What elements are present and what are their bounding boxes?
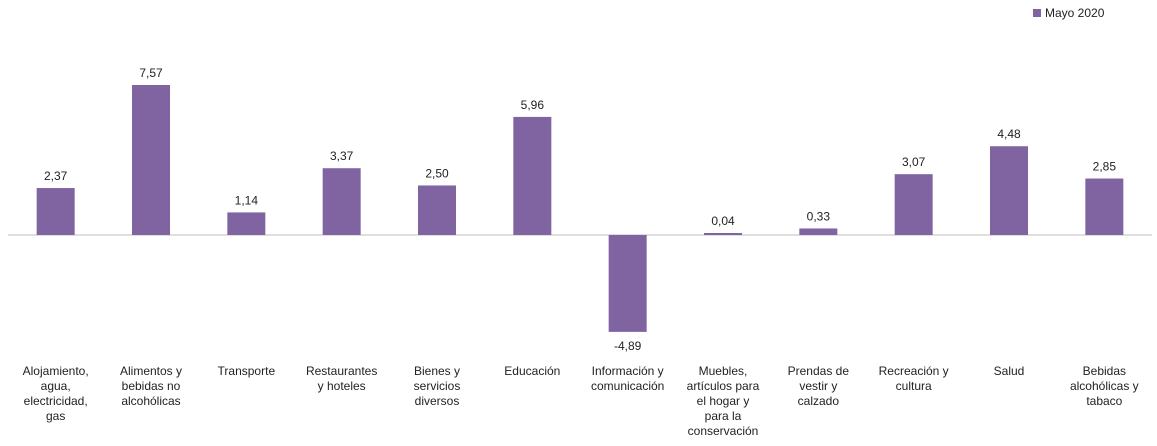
category-label: Recreación y [879,364,949,378]
category-label: Bienes y [414,364,460,378]
category-label: servicios [414,379,461,393]
category-label: calzado [798,394,840,408]
data-label: 0,33 [807,209,831,223]
bar [132,85,170,235]
category-label: conservación [688,424,759,438]
category-label: el hogar y [697,394,750,408]
category-label: comunicación [591,379,664,393]
category-label: Alojamiento, [23,364,89,378]
category-label: Información y [592,364,664,378]
data-label: 1,14 [235,193,259,207]
category-label: y hoteles [318,379,366,393]
category-label: bebidas no [122,379,181,393]
bar [322,168,361,235]
category-label: Bebidas [1083,364,1126,378]
legend-label: Mayo 2020 [1045,6,1105,20]
category-label: Transporte [218,364,276,378]
data-label: 3,37 [330,149,354,163]
bar [1085,178,1124,235]
category-label: alcohólicas y [1070,379,1139,393]
category-label: tabaco [1086,394,1122,408]
bar [608,235,647,332]
bar [36,188,75,235]
category-label: electricidad, [24,394,88,408]
data-label: -4,89 [614,339,642,353]
category-label: cultura [896,379,932,393]
bar [799,228,838,235]
bar [227,212,266,235]
category-label: vestir y [799,379,837,393]
data-label: 2,50 [425,166,449,180]
category-label: artículos para [687,379,760,393]
bar [990,146,1028,235]
bar [418,185,456,235]
data-label: 4,48 [997,127,1021,141]
data-label: 0,04 [711,214,735,228]
legend-swatch [1033,9,1041,17]
category-label: Educación [504,364,560,378]
category-label: diversos [415,394,460,408]
category-label: para la [705,409,742,423]
category-label: Salud [994,364,1025,378]
category-label: Restaurantes [306,364,377,378]
category-label: alcohólicas [121,394,180,408]
category-label: gas [46,409,65,423]
legend: Mayo 2020 [1033,6,1104,20]
data-label: 3,07 [902,155,926,169]
category-label: Prendas de [788,364,850,378]
category-label: Alimentos y [120,364,182,378]
data-label: 7,57 [139,66,163,80]
data-label: 5,96 [521,98,545,112]
category-label: Muebles, [699,364,748,378]
category-label: agua, [41,379,71,393]
bar [704,233,742,235]
bar [894,174,933,235]
data-label: 2,85 [1093,160,1117,174]
data-label: 2,37 [44,169,68,183]
bar [513,116,552,235]
